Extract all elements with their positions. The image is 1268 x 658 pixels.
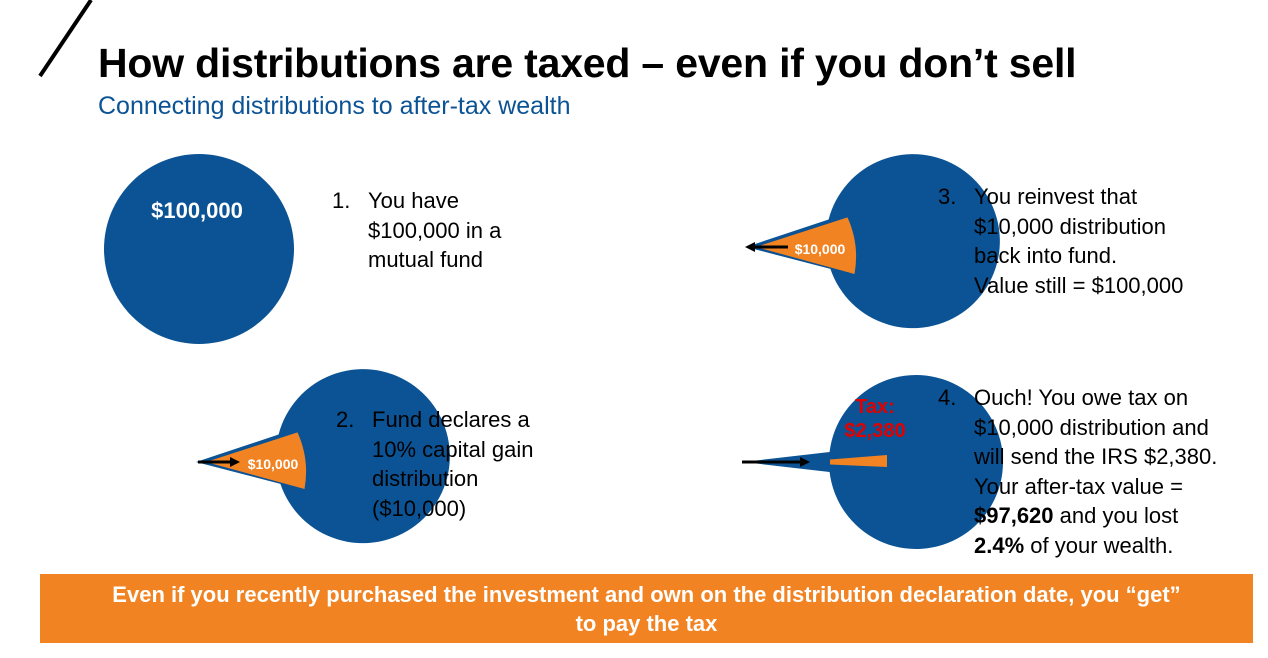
pie-4-arrow-head [800, 457, 810, 467]
after-tax-value: $97,620 [974, 503, 1054, 528]
step-4-line: $97,620 and you lost [974, 501, 1217, 531]
tax-label-line-2: $2,380 [844, 420, 906, 442]
step-3-line: You reinvest that [974, 184, 1138, 209]
step-1-text: 1. You have $100,000 in a mutual fund [332, 186, 501, 275]
decorative-slash [38, 0, 93, 78]
step-2-line: ($10,000) [372, 495, 467, 521]
pie-3-slice-label: $10,000 [795, 241, 846, 257]
page-subtitle: Connecting distributions to after-tax we… [98, 92, 571, 120]
pie-1-label: $100,000 [151, 198, 243, 223]
step-3-line: Value still = $100,000 [974, 272, 1184, 298]
pie-step-3: $90,000 $10,000 [707, 154, 1000, 329]
pie-3-distribution-slice [756, 217, 857, 274]
pie-step-2: $90,000 $10,000 [144, 369, 450, 544]
pie-3-main-slice [746, 154, 1000, 329]
pie-2-arrow-head [230, 457, 240, 467]
bottom-banner: Even if you recently purchased the inves… [40, 574, 1253, 643]
step-4-line: 2.4% of your wealth. [974, 531, 1217, 561]
banner-line-1: Even if you recently purchased the inves… [112, 581, 1181, 607]
step-1-line: $100,000 in a [368, 217, 502, 243]
pie-1-full-circle [104, 154, 294, 344]
step-4-line-rest: and you lost [1053, 503, 1179, 528]
pie-3-main-label: $90,000 [707, 191, 787, 216]
step-4-number: 4. [938, 385, 957, 410]
step-3-text: 3. You reinvest that $10,000 distributio… [938, 182, 1183, 300]
step-2-text: 2. Fund declares a 10% capital gain dist… [336, 405, 533, 523]
step-4-line: will send the IRS $2,380. [974, 444, 1218, 469]
step-4-line: Your after-tax value = [974, 473, 1183, 499]
step-3-line: back into fund. [974, 243, 1118, 268]
step-2-number: 2. [336, 407, 355, 432]
step-3-number: 3. [938, 184, 957, 209]
step-4-line-rest: of your wealth. [1024, 532, 1174, 558]
pie-2-main-label: $90,000 [144, 399, 224, 424]
step-4-text: 4. Ouch! You owe tax on $10,000 distribu… [938, 383, 1217, 560]
pie-4-main-label: $97,620 [707, 409, 787, 434]
step-2-line: 10% capital gain [372, 436, 534, 462]
pie-2-main-slice [196, 369, 450, 544]
pie-3-arrow-head [745, 242, 755, 252]
step-4-line: $10,000 distribution and [974, 414, 1209, 440]
wealth-loss-percent: 2.4% [974, 532, 1025, 558]
step-1-line: You have [368, 188, 459, 213]
tax-label-line-1: Tax: [855, 396, 895, 418]
tax-label: Tax: $2,380 [835, 395, 915, 443]
pie-step-1: $100,000 [104, 154, 294, 344]
step-1-number: 1. [332, 188, 351, 213]
pie-4-tax-slice [830, 455, 887, 467]
banner-line-2: to pay the tax [575, 610, 718, 636]
step-4-line: Ouch! You owe tax on [974, 385, 1189, 410]
step-3-line: $10,000 distribution [974, 213, 1167, 239]
pie-2-slice-label: $10,000 [248, 456, 299, 472]
step-2-line: Fund declares a [372, 407, 530, 432]
page-title: How distributions are taxed – even if yo… [98, 40, 1077, 86]
pie-step-4: $97,620 [707, 375, 1004, 549]
pie-2-distribution-slice [206, 432, 307, 489]
step-2-line: distribution [372, 466, 479, 491]
step-1-line: mutual fund [368, 247, 483, 272]
